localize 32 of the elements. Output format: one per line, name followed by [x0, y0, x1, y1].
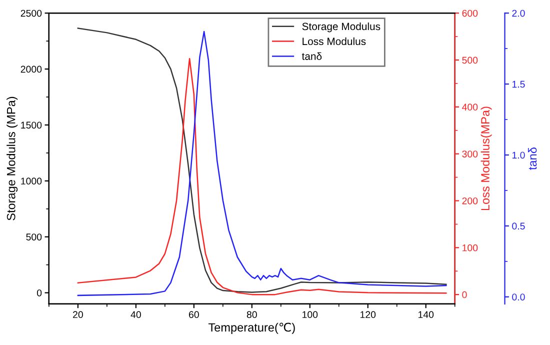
legend-label: Loss Modulus [302, 37, 366, 46]
y-tick-label: 2500 [20, 10, 42, 17]
legend-label: tanδ [302, 52, 322, 60]
y2-tick-label: 500 [462, 56, 478, 64]
x-tick-label: 20 [73, 311, 83, 318]
y2-tick-label: 200 [462, 197, 478, 204]
x-tick-label: 80 [246, 311, 257, 318]
y-tick-label: 0 [36, 289, 42, 296]
y-axis-title: Storage Modulus (MPa) [6, 96, 18, 220]
y3-tick-label: 0.0 [512, 294, 525, 300]
y-tick-label: 1000 [21, 178, 42, 185]
y-tick-label: 1500 [21, 122, 42, 129]
y3-tick-label: 1.0 [512, 152, 525, 159]
y3-tick-label: 0.5 [512, 222, 525, 230]
y2-tick-label: 600 [462, 10, 478, 17]
y2-tick-label: 0 [462, 291, 467, 298]
y3-tick-label: 1.5 [512, 80, 525, 88]
y-tick-label: 2000 [20, 66, 42, 73]
legend-label: Storage Modulus [302, 22, 380, 32]
x-tick-label: 140 [418, 311, 434, 318]
x-tick-label: 100 [302, 311, 318, 318]
y-tick-label: 500 [26, 234, 42, 240]
y3-axis-title: tanδ [528, 148, 537, 170]
y2-tick-label: 100 [462, 244, 478, 252]
x-tick-label: 60 [189, 311, 199, 318]
y3-tick-label: 2.0 [512, 10, 525, 17]
x-tick-label: 120 [360, 311, 376, 318]
x-tick-label: 40 [130, 311, 141, 318]
y2-axis-title: Loss Modulus(MPa) [480, 106, 492, 210]
y2-tick-label: 300 [462, 150, 478, 158]
y2-tick-label: 400 [462, 104, 478, 111]
x-axis-title: Temperature(℃) [208, 322, 295, 334]
